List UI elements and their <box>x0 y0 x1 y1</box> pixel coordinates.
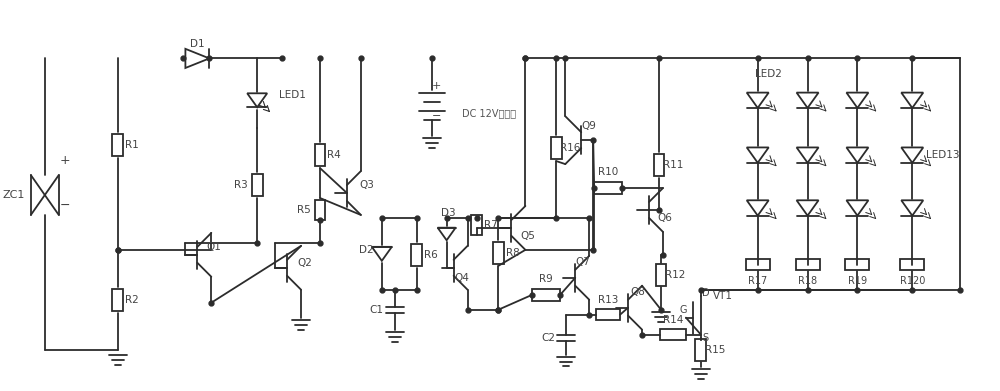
Text: −: − <box>432 111 441 121</box>
Bar <box>551 137 562 159</box>
Text: Q1: Q1 <box>206 242 221 252</box>
Text: C1: C1 <box>370 305 384 315</box>
Text: R12: R12 <box>665 270 685 280</box>
Text: R6: R6 <box>424 250 438 260</box>
Text: G: G <box>679 305 687 315</box>
Text: R7: R7 <box>484 220 497 230</box>
Bar <box>695 339 706 361</box>
Text: R18: R18 <box>798 276 817 286</box>
Text: R14: R14 <box>663 315 683 325</box>
Text: Q3: Q3 <box>359 180 374 190</box>
Text: Q5: Q5 <box>520 231 535 241</box>
Text: D2: D2 <box>359 245 373 255</box>
Text: C2: C2 <box>541 333 555 343</box>
Text: D: D <box>702 288 710 298</box>
Text: R11: R11 <box>663 160 683 170</box>
Text: VT1: VT1 <box>713 291 733 301</box>
Text: D3: D3 <box>441 208 456 218</box>
Text: LED1: LED1 <box>279 90 306 100</box>
Text: R120: R120 <box>900 276 925 286</box>
Text: DC 12V蓄电池: DC 12V蓄电池 <box>462 108 516 118</box>
Bar <box>845 259 869 270</box>
Bar <box>315 144 325 166</box>
Text: R2: R2 <box>125 295 138 305</box>
Text: R13: R13 <box>598 295 618 305</box>
Text: R4: R4 <box>327 150 341 160</box>
Text: Q9: Q9 <box>582 121 597 131</box>
Text: R1: R1 <box>125 140 138 150</box>
Bar <box>596 309 620 320</box>
Bar <box>654 154 664 176</box>
Bar <box>315 200 325 220</box>
Text: R5: R5 <box>297 205 311 215</box>
Bar <box>796 259 820 270</box>
Text: R17: R17 <box>748 276 767 286</box>
Bar <box>746 259 770 270</box>
Text: R10: R10 <box>598 167 618 177</box>
Text: R15: R15 <box>705 344 725 355</box>
Text: R19: R19 <box>848 276 867 286</box>
Text: ZC1: ZC1 <box>2 190 25 200</box>
Text: +: + <box>432 81 441 91</box>
Text: R3: R3 <box>234 180 248 190</box>
Bar <box>656 264 666 286</box>
Bar <box>660 329 686 340</box>
Bar <box>471 215 482 235</box>
Text: Q4: Q4 <box>454 273 469 283</box>
Text: S: S <box>703 333 709 343</box>
Bar <box>900 259 924 270</box>
Text: Q7: Q7 <box>576 257 591 267</box>
Text: D1: D1 <box>190 39 205 49</box>
Text: R8: R8 <box>506 248 519 258</box>
Bar <box>594 182 622 194</box>
Text: Q2: Q2 <box>298 258 312 268</box>
Bar <box>411 244 422 266</box>
Text: +: + <box>59 154 70 167</box>
Bar <box>532 289 560 301</box>
Bar <box>252 174 263 196</box>
Text: LED2: LED2 <box>755 69 782 79</box>
Text: Q6: Q6 <box>658 213 672 223</box>
Bar <box>112 134 123 156</box>
Text: LED13: LED13 <box>926 150 960 160</box>
Text: −: − <box>60 199 70 212</box>
Text: R16: R16 <box>560 143 580 153</box>
Text: R9: R9 <box>539 274 553 284</box>
Bar <box>112 289 123 311</box>
Text: Q8: Q8 <box>631 287 646 297</box>
Bar <box>493 242 504 264</box>
